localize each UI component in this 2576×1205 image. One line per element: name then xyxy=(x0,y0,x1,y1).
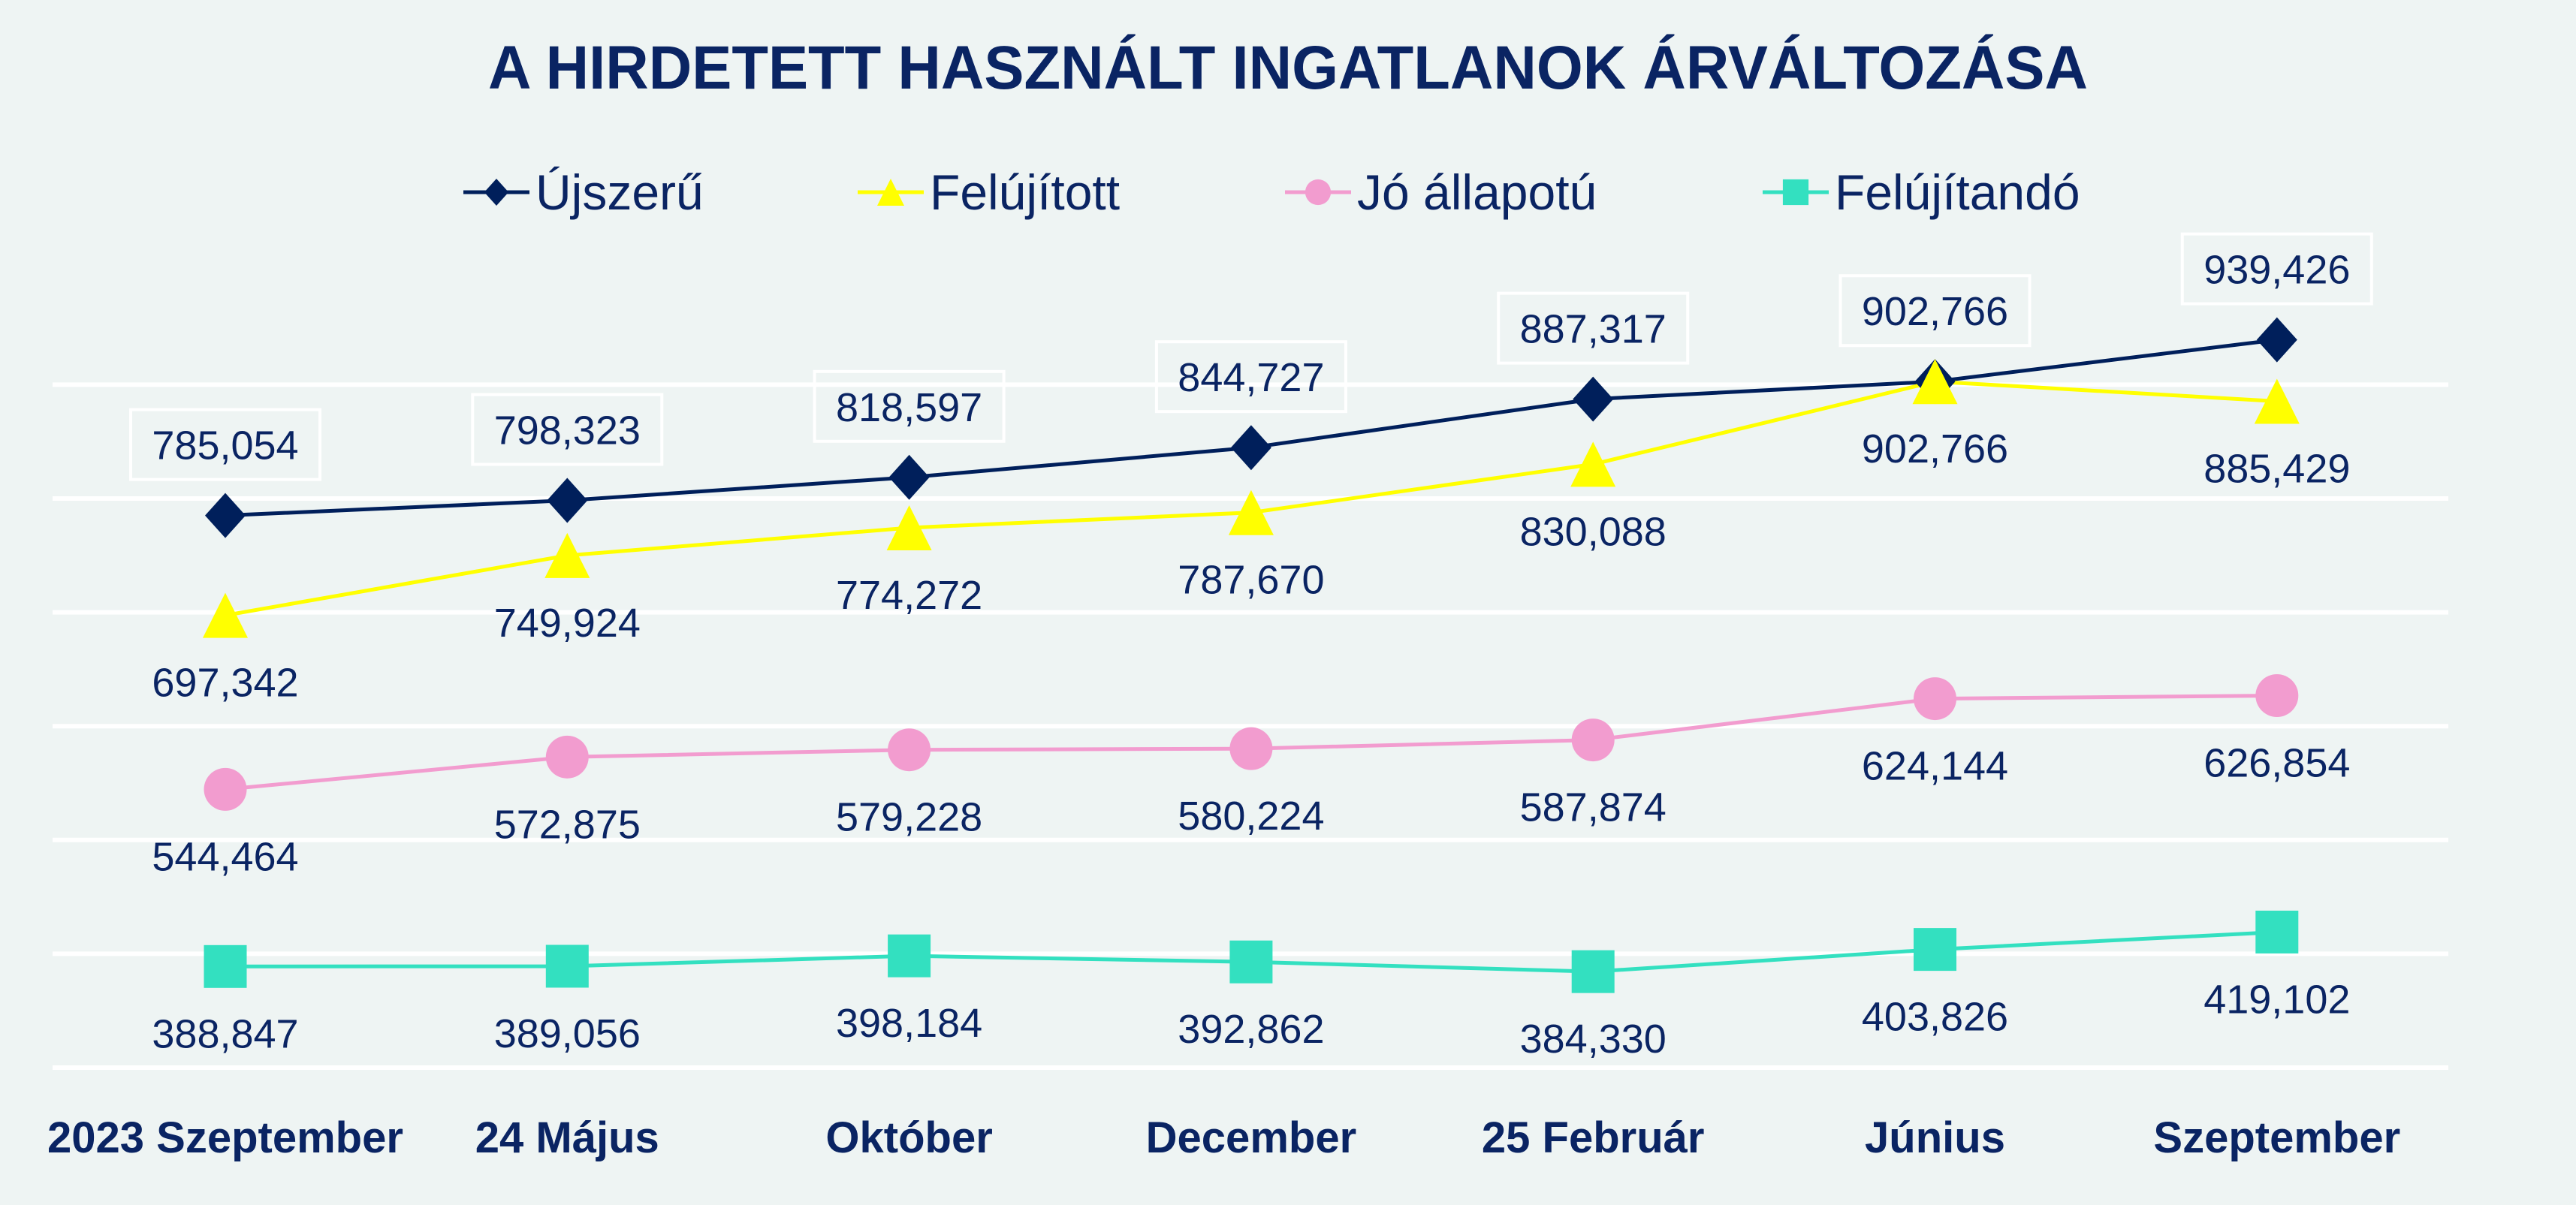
triangle-marker xyxy=(886,505,932,551)
square-marker xyxy=(888,934,931,978)
data-label-box xyxy=(1154,340,1347,414)
data-label: 388,847 xyxy=(152,1011,298,1056)
data-label: 774,272 xyxy=(836,573,982,618)
triangle-marker xyxy=(1912,359,1958,405)
data-label: 697,342 xyxy=(152,661,298,706)
series-lines: 785,054 798,323 818,597 844,727 887,317 902,7… xyxy=(129,232,2373,1062)
x-tick-label: 25 Február xyxy=(1482,1113,1705,1162)
diamond-marker xyxy=(205,493,246,538)
data-label: 572,875 xyxy=(494,802,641,847)
square-marker xyxy=(545,944,589,988)
series-points: 697,342 749,924 774,272 787,670 830,088 902,7… xyxy=(152,359,2350,706)
circle-marker xyxy=(1571,718,1615,762)
data-label: 939,426 xyxy=(2203,248,2350,293)
diamond-marker xyxy=(1573,376,1614,422)
data-label: 392,862 xyxy=(1178,1007,1324,1052)
data-label: 579,228 xyxy=(836,795,982,840)
data-label: 624,144 xyxy=(1862,744,2008,789)
legend: Újszerű Felújított Jó állapotú Felújítandó xyxy=(463,164,2080,220)
data-label: 626,854 xyxy=(2203,740,2350,785)
legend-item: Jó állapotú xyxy=(1285,164,1597,220)
diamond-marker xyxy=(1230,425,1271,471)
data-label: 885,429 xyxy=(2203,446,2350,491)
legend-label: Felújított xyxy=(930,164,1120,220)
x-tick-label: December xyxy=(1146,1113,1356,1162)
data-label: 785,054 xyxy=(152,423,298,468)
square-marker xyxy=(1782,179,1809,206)
x-tick-label: 24 Május xyxy=(475,1113,659,1162)
x-tick-label: Szeptember xyxy=(2153,1113,2400,1162)
x-axis-labels: 2023 Szeptember 24 Május Október December 25… xyxy=(47,1113,2400,1162)
triangle-marker xyxy=(203,592,248,638)
square-marker xyxy=(1571,950,1615,993)
series-points: 785,054 798,323 818,597 844,727 887,317 902,7… xyxy=(129,232,2373,538)
data-label-box xyxy=(129,408,321,481)
legend-item: Újszerű xyxy=(463,164,704,220)
data-label: 544,464 xyxy=(152,834,298,879)
data-label: 887,317 xyxy=(1520,307,1667,352)
data-label: 749,924 xyxy=(494,601,641,646)
square-marker xyxy=(204,944,247,988)
series-points: 388,847 389,056 398,184 392,862 384,330 403,8… xyxy=(152,910,2350,1062)
legend-item: Felújítandó xyxy=(1763,164,2080,220)
data-label: 902,766 xyxy=(1862,426,2008,471)
data-label-box xyxy=(1497,291,1690,365)
data-label-box xyxy=(1838,274,2032,348)
triangle-marker xyxy=(877,179,904,206)
legend-item: Felújított xyxy=(858,164,1120,220)
square-marker xyxy=(1914,928,1956,972)
data-label: 818,597 xyxy=(836,385,982,430)
x-tick-label: Október xyxy=(825,1113,992,1162)
data-label: 389,056 xyxy=(494,1011,641,1056)
circle-marker xyxy=(204,767,247,811)
data-label-box xyxy=(813,369,1006,443)
data-label: 384,330 xyxy=(1520,1017,1667,1062)
circle-marker xyxy=(1914,677,1956,721)
data-label: 787,670 xyxy=(1178,558,1324,603)
diamond-marker xyxy=(888,454,930,500)
diamond-marker xyxy=(2256,317,2297,363)
circle-marker xyxy=(2255,673,2299,717)
square-marker xyxy=(1229,940,1273,984)
chart-title: A HIRDETETT HASZNÁLT INGATLANOK ÁRVÁLTOZ… xyxy=(488,34,2088,102)
data-label: 798,323 xyxy=(494,408,641,453)
circle-marker xyxy=(1305,179,1332,206)
legend-label: Felújítandó xyxy=(1835,164,2080,220)
triangle-marker xyxy=(1570,441,1616,487)
series-points: 544,464 572,875 579,228 580,224 587,874 624,1… xyxy=(152,673,2350,879)
data-label: 419,102 xyxy=(2203,977,2350,1022)
triangle-marker xyxy=(1228,490,1274,535)
square-marker xyxy=(2255,910,2299,953)
circle-marker xyxy=(545,735,589,779)
diamond-marker xyxy=(484,179,509,206)
data-label: 398,184 xyxy=(836,1001,982,1046)
diamond-marker xyxy=(547,477,588,523)
data-label: 587,874 xyxy=(1520,785,1667,830)
data-label: 902,766 xyxy=(1862,289,2008,334)
data-label-box xyxy=(471,393,664,466)
data-label: 830,088 xyxy=(1520,509,1667,554)
triangle-marker xyxy=(544,532,590,578)
legend-label: Újszerű xyxy=(535,164,704,220)
circle-marker xyxy=(888,728,931,772)
data-label: 403,826 xyxy=(1862,995,2008,1040)
data-label: 844,727 xyxy=(1178,355,1324,400)
data-label-box xyxy=(2180,232,2373,306)
triangle-marker xyxy=(2254,378,2300,424)
data-label: 580,224 xyxy=(1178,794,1324,839)
x-tick-label: 2023 Szeptember xyxy=(47,1113,403,1162)
x-tick-label: Június xyxy=(1865,1113,2005,1162)
circle-marker xyxy=(1229,727,1273,770)
legend-label: Jó állapotú xyxy=(1357,164,1597,220)
